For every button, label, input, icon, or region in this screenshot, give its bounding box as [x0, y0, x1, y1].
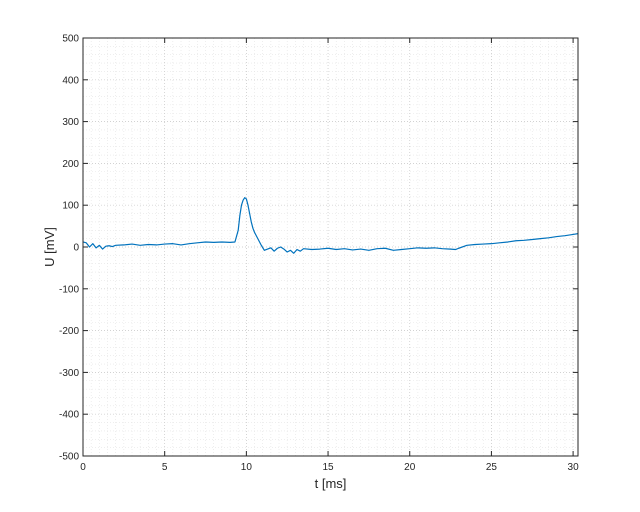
x-tick-label: 30: [568, 462, 580, 473]
major-grid: [82, 37, 578, 457]
x-tick-labels: 0 5 10 15 20 25 30: [80, 462, 579, 473]
y-tick-label: -200: [59, 326, 79, 337]
x-tick-label: 20: [404, 462, 416, 473]
y-axis-label: U [mV]: [42, 227, 57, 267]
y-tick-label: 100: [62, 201, 79, 212]
y-tick-label: 0: [73, 243, 79, 254]
x-tick-label: 5: [162, 462, 168, 473]
y-tick-label: 300: [62, 117, 79, 128]
x-axis-label: t [ms]: [315, 476, 347, 491]
x-tick-label: 15: [322, 462, 334, 473]
y-tick-label: 500: [62, 34, 79, 45]
minor-grid: [82, 37, 578, 457]
y-tick-label: -400: [59, 410, 79, 421]
y-tick-label: 400: [62, 75, 79, 86]
y-tick-label: 200: [62, 159, 79, 170]
x-tick-label: 10: [241, 462, 253, 473]
series-line-0: [82, 197, 579, 254]
y-tick-label: -100: [59, 284, 79, 295]
x-tick-label: 25: [486, 462, 498, 473]
y-tick-label: -500: [59, 452, 79, 463]
series-layer: [82, 197, 579, 254]
axis-ticks: [82, 37, 578, 457]
y-tick-label: -300: [59, 368, 79, 379]
y-tick-labels: -500 -400 -300 -200 -100 0 100 200 300 400 500: [59, 34, 79, 463]
x-tick-label: 0: [80, 462, 86, 473]
plot-area-background: [83, 38, 578, 456]
